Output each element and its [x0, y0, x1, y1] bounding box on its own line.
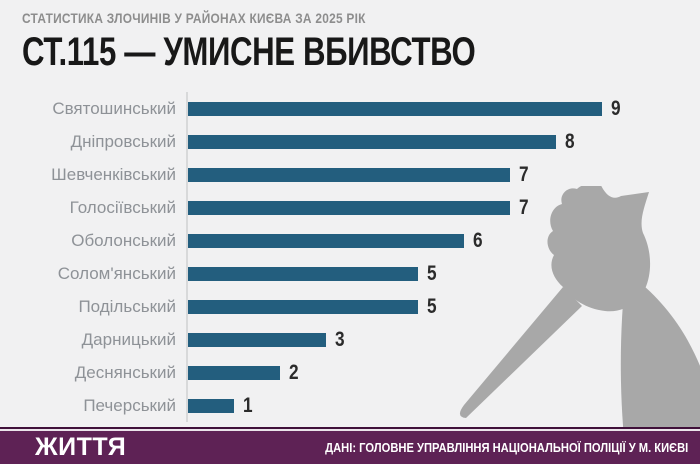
district-label: Дніпровський — [70, 131, 176, 151]
site-logo: ЖИТТЯ — [35, 433, 127, 461]
bar-row: Подільський 5 — [0, 290, 700, 323]
district-label: Подільський — [78, 296, 176, 316]
bar-track: 8 — [186, 125, 700, 158]
bar-row: Святошинський 9 — [0, 92, 700, 125]
bar-track: 7 — [186, 191, 700, 224]
footer-accent-line — [0, 427, 700, 429]
bar-value: 2 — [289, 361, 299, 384]
bar-row: Дніпровський 8 — [0, 125, 700, 158]
bar-row: Шевченківський 7 — [0, 158, 700, 191]
district-label: Солом'янський — [57, 263, 176, 283]
district-label: Дарницький — [81, 329, 176, 349]
bar — [188, 101, 602, 116]
chart-subtitle: СТАТИСТИКА ЗЛОЧИНІВ У РАЙОНАХ КИЄВА ЗА 2… — [22, 10, 366, 26]
bar-value: 7 — [519, 196, 529, 219]
bar-row: Солом'янський 5 — [0, 257, 700, 290]
district-label: Печерський — [83, 395, 176, 415]
bar — [188, 299, 418, 314]
bar-track: 7 — [186, 158, 700, 191]
footer: ЖИТТЯ ДАНІ: ГОЛОВНЕ УПРАВЛІННЯ НАЦІОНАЛЬ… — [0, 427, 700, 464]
bar-value: 8 — [565, 130, 575, 153]
bar-track: 2 — [186, 356, 700, 389]
bar-track: 3 — [186, 323, 700, 356]
bar-value: 3 — [335, 328, 345, 351]
bar-track: 5 — [186, 290, 700, 323]
district-label: Голосіївський — [69, 197, 176, 217]
bar — [188, 266, 418, 281]
bar-track: 5 — [186, 257, 700, 290]
footer-bar: ЖИТТЯ ДАНІ: ГОЛОВНЕ УПРАВЛІННЯ НАЦІОНАЛЬ… — [0, 431, 700, 464]
bar-value: 5 — [427, 262, 437, 285]
bar — [188, 134, 556, 149]
bar-chart: Святошинський 9 Дніпровський 8 Шевченків… — [0, 92, 700, 422]
footer-gap-line — [0, 429, 700, 431]
bar-row: Голосіївський 7 — [0, 191, 700, 224]
bar-row: Оболонський 6 — [0, 224, 700, 257]
bar-row: Печерський 1 — [0, 389, 700, 422]
bar-track: 6 — [186, 224, 700, 257]
bar — [188, 332, 326, 347]
district-label: Святошинський — [52, 98, 176, 118]
bar — [188, 398, 234, 413]
bar — [188, 365, 280, 380]
bar — [188, 167, 510, 182]
district-label: Оболонський — [71, 230, 176, 250]
district-label: Деснянський — [74, 362, 176, 382]
bar-row: Дарницький 3 — [0, 323, 700, 356]
chart-title: СТ.115 — УМИСНЕ ВБИВСТВО — [22, 30, 476, 74]
bar — [188, 233, 464, 248]
bar-track: 9 — [186, 92, 700, 125]
bar-value: 7 — [519, 163, 529, 186]
bar-value: 6 — [473, 229, 483, 252]
header: СТАТИСТИКА ЗЛОЧИНІВ У РАЙОНАХ КИЄВА ЗА 2… — [22, 10, 603, 75]
bar-track: 1 — [186, 389, 700, 422]
bar-value: 1 — [243, 394, 253, 417]
bar — [188, 200, 510, 215]
bar-value: 9 — [611, 97, 621, 120]
district-label: Шевченківський — [51, 164, 176, 184]
bar-row: Деснянський 2 — [0, 356, 700, 389]
bar-value: 5 — [427, 295, 437, 318]
data-source-label: ДАНІ: ГОЛОВНЕ УПРАВЛІННЯ НАЦІОНАЛЬНОЇ ПО… — [324, 440, 688, 455]
